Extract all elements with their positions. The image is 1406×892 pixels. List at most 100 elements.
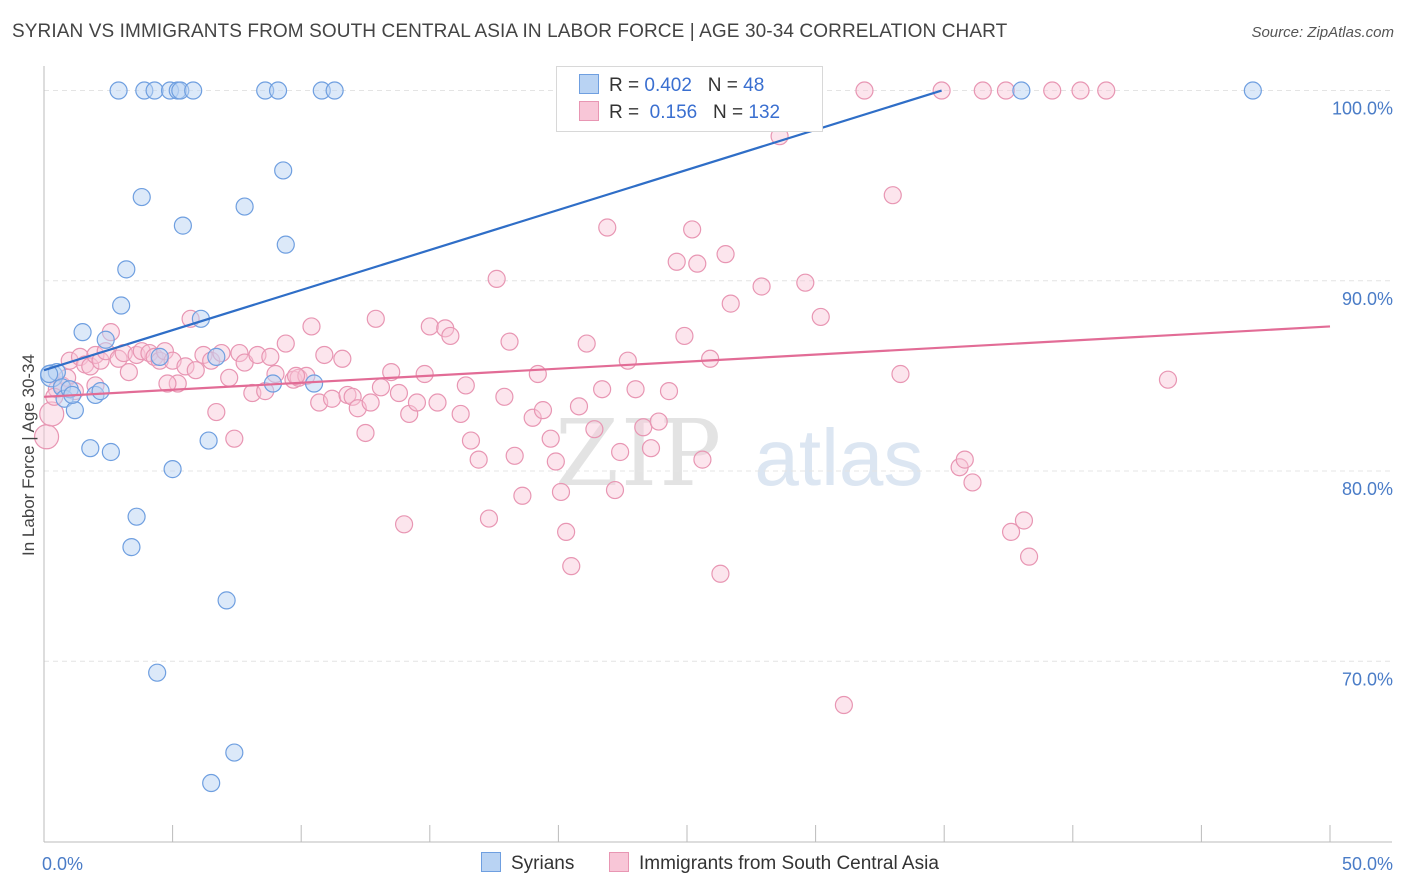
sca-point — [276, 334, 295, 353]
sca-point — [883, 186, 902, 205]
sca-point — [109, 349, 128, 368]
sca-point — [701, 349, 720, 368]
bottom-legend-swatch-syrians — [481, 852, 501, 872]
syrians-point — [127, 507, 146, 526]
tick-labels: 70.0% 80.0% 90.0% 100.0% 0.0% 50.0% — [42, 99, 1393, 874]
sca-point — [688, 254, 707, 273]
sca-point — [441, 326, 460, 346]
sca-point — [382, 362, 401, 382]
sca-point — [469, 450, 488, 469]
bottom-legend-label-syrians: Syrians — [511, 853, 575, 874]
bottom-legend-syrians[interactable]: Syrians — [481, 851, 574, 877]
syrians-point — [148, 663, 167, 682]
legend-n-label: N = — [713, 102, 749, 123]
sca-point — [315, 345, 334, 365]
legend: R = 0.402 N = 48 R = 0.156 N = 132 — [556, 66, 823, 132]
sca-point — [456, 376, 475, 395]
trend-lines — [43, 89, 1331, 398]
sca-point — [220, 368, 239, 387]
sca-point — [541, 429, 560, 448]
sca-point — [796, 273, 815, 292]
sca-point — [721, 294, 740, 313]
sca-point — [1071, 81, 1090, 100]
sca-point — [415, 364, 434, 384]
sca-point — [649, 412, 668, 431]
syrians-point — [235, 197, 254, 216]
sca-point — [605, 480, 625, 500]
syrians-point — [96, 330, 115, 349]
sca-point — [1097, 81, 1116, 100]
sca-point — [230, 343, 249, 363]
sca-point — [533, 401, 553, 420]
sca-point — [389, 383, 409, 403]
sca-point — [451, 404, 470, 424]
axes — [43, 66, 1392, 843]
legend-r-value: 0.156 — [644, 102, 698, 123]
sca-point — [996, 81, 1016, 100]
sca-point — [667, 252, 686, 271]
syrians-point — [91, 382, 110, 401]
syrians-point — [122, 538, 141, 557]
sca-point — [626, 380, 645, 399]
sca-point — [834, 695, 853, 715]
chart-title: SYRIAN VS IMMIGRANTS FROM SOUTH CENTRAL … — [12, 21, 1008, 42]
sca-point — [683, 220, 702, 239]
syrians-point — [1243, 81, 1262, 100]
sca-point — [356, 423, 375, 443]
sca-point — [611, 442, 630, 462]
legend-n-label: N = — [707, 75, 744, 96]
sca-point — [461, 431, 481, 450]
syrians-point — [117, 260, 136, 279]
sca-point — [302, 317, 321, 336]
bottom-legend-label-sca: Immigrants from South Central Asia — [639, 853, 939, 874]
syrians-point — [268, 81, 288, 100]
sca-point — [716, 245, 735, 264]
legend-row-syrians: R = 0.402 N = 48 — [579, 73, 764, 99]
sca-point — [891, 364, 910, 384]
legend-swatch-sca — [579, 101, 599, 121]
sca-point — [343, 387, 362, 406]
bottom-legend-swatch-sca — [609, 852, 629, 872]
sca-point — [81, 357, 100, 376]
sca-point — [176, 357, 195, 376]
sca-point — [585, 420, 604, 439]
sca-point — [963, 473, 982, 492]
syrians-point — [112, 296, 131, 315]
legend-n-value: 132 — [748, 102, 781, 123]
legend-row-sca: R = 0.156 N = 132 — [579, 100, 780, 126]
sca-point — [286, 366, 306, 386]
sca-point — [711, 564, 730, 583]
sca-point — [322, 389, 342, 408]
sca-point — [955, 450, 974, 469]
sca-point — [371, 378, 391, 397]
sca-point — [366, 309, 385, 328]
trend-line-sca — [43, 325, 1331, 398]
sca-point — [577, 334, 596, 353]
sca-point — [1158, 370, 1178, 389]
sca-point — [659, 382, 679, 401]
bottom-legend: Syrians Immigrants from South Central As… — [0, 851, 1406, 879]
watermark-zip: ZIP — [555, 400, 724, 507]
sca-point — [207, 402, 226, 422]
sca-point — [693, 450, 712, 469]
sca-point — [168, 374, 187, 393]
sca-point — [593, 380, 612, 399]
sca-point — [618, 351, 637, 370]
sca-point — [261, 347, 280, 366]
sca-point — [333, 349, 352, 368]
syrians-point — [304, 374, 324, 393]
sca-point — [495, 387, 514, 406]
sca-point — [634, 418, 653, 437]
y-tick-label: 90.0% — [1342, 289, 1393, 309]
sca-point — [225, 429, 244, 448]
sca-point — [641, 439, 661, 458]
bottom-legend-sca[interactable]: Immigrants from South Central Asia — [609, 851, 939, 877]
syrians-point — [202, 773, 221, 793]
sca-point — [1001, 522, 1021, 542]
watermark: ZIP atlas — [555, 400, 923, 507]
sca-point — [186, 361, 205, 380]
syrians-point — [65, 401, 84, 420]
syrians-point — [225, 743, 244, 762]
sca-point — [569, 397, 589, 416]
syrians-point — [184, 81, 203, 100]
